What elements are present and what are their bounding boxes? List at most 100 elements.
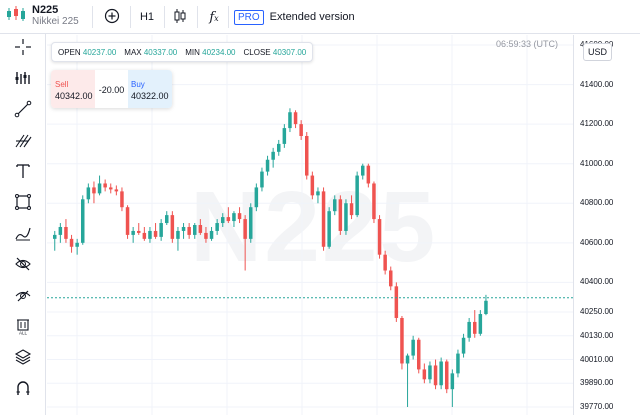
crosshair-tool[interactable] <box>12 38 34 60</box>
interval-button[interactable]: H1 <box>139 11 155 23</box>
candle-body <box>187 226 191 235</box>
brush-tool[interactable] <box>12 224 34 246</box>
candle-body <box>221 217 225 224</box>
candle-body <box>467 321 471 338</box>
chart-type-button[interactable] <box>170 6 190 28</box>
candle-body <box>53 234 57 239</box>
extended-version-label: Extended version <box>269 11 355 23</box>
toolbar-divider <box>92 6 93 28</box>
magnet-tool[interactable] <box>12 379 34 401</box>
toolbar-divider <box>164 6 165 28</box>
candle-body <box>277 143 281 152</box>
candle-body <box>260 171 264 188</box>
function-fx-icon: fx <box>209 9 219 25</box>
candle-body <box>204 232 208 239</box>
candle-body <box>159 223 163 237</box>
candle-body <box>411 339 415 356</box>
candle-body <box>355 175 359 216</box>
candle-body <box>176 230 180 239</box>
candle-body <box>254 187 259 208</box>
candle-body <box>394 286 399 318</box>
price-tick-label: 40400.00 <box>580 277 614 287</box>
toolbar-divider <box>130 6 131 28</box>
currency-button[interactable]: USD <box>583 43 613 61</box>
sell-label: Sell <box>55 80 69 89</box>
candle-body <box>461 337 466 354</box>
candle-body <box>316 191 320 196</box>
candle-body <box>484 300 488 315</box>
crosshair-icon <box>14 38 32 61</box>
magnet-icon <box>14 379 32 402</box>
price-tick-label: 40010.00 <box>580 354 614 364</box>
text-t-icon <box>14 162 32 185</box>
price-tick-label: 41200.00 <box>580 119 614 129</box>
price-tick-label: 40600.00 <box>580 237 614 247</box>
candle-body <box>338 199 343 231</box>
extended-version-button[interactable]: PRO Extended version <box>234 6 355 28</box>
candle-body <box>198 225 203 233</box>
indicators-button[interactable]: fx <box>204 6 224 28</box>
candle-body <box>321 191 326 247</box>
price-chart[interactable] <box>47 35 573 415</box>
candle-body <box>243 219 247 239</box>
candle-body <box>445 361 449 390</box>
layers-icon <box>14 348 32 371</box>
symbol-name: N225 <box>32 4 59 16</box>
compare-add-button[interactable] <box>101 6 123 28</box>
spread-value: -20.00 <box>98 85 125 95</box>
drawing-toolbar: ALL <box>0 34 46 415</box>
ohlc-legend: OPEN 40237.00 MAX 40337.00 MIN 40234.00 … <box>51 42 314 62</box>
candle-body <box>64 226 68 239</box>
toolbar-divider <box>228 6 229 28</box>
candle-body <box>69 238 74 247</box>
rectangle-tool[interactable] <box>12 193 34 215</box>
legend-min: MIN 40234.00 <box>185 47 236 57</box>
text-tool[interactable] <box>12 162 34 184</box>
server-time: 06:59:33 (UTC) <box>496 39 559 49</box>
candle-body <box>103 183 107 188</box>
candle-body <box>478 314 483 334</box>
price-tick-label: 39890.00 <box>580 378 614 388</box>
candle-body <box>75 242 79 247</box>
candle-body <box>433 365 438 386</box>
price-tick-label: 40250.00 <box>580 307 614 317</box>
layers-tool[interactable] <box>12 348 34 370</box>
delete-all-tool[interactable]: ALL <box>12 317 34 339</box>
candle-body <box>142 232 147 239</box>
eye-crossed-icon <box>14 286 32 309</box>
candle-body <box>344 203 348 231</box>
trend-line-tool[interactable] <box>12 100 34 122</box>
candle-body <box>249 207 253 239</box>
legend-close: CLOSE 40307.00 <box>243 47 307 57</box>
fibonacci-tool[interactable] <box>12 131 34 153</box>
buy-price: 40322.00 <box>131 91 169 101</box>
bars-settings-icon <box>14 69 32 92</box>
candle-body <box>299 124 303 136</box>
candle-body <box>120 191 124 208</box>
candle-body <box>456 353 460 374</box>
candle-body <box>92 187 96 194</box>
price-scale[interactable]: 41600.0041400.0041200.0041000.0040800.00… <box>573 35 640 415</box>
candle-body <box>125 207 130 235</box>
trash-all-icon: ALL <box>14 317 32 340</box>
svg-text:ALL: ALL <box>19 330 28 335</box>
candle-body <box>58 226 63 235</box>
price-tick-label: 39770.00 <box>580 402 614 411</box>
indicator-settings-tool[interactable] <box>12 69 34 91</box>
candle-body <box>327 211 331 247</box>
hide-drawings-tool[interactable] <box>12 255 34 277</box>
candle-body <box>109 187 113 190</box>
buy-button[interactable]: Buy 40322.00 <box>128 70 172 108</box>
trend-line-icon <box>14 100 32 123</box>
candle-body <box>148 230 152 239</box>
sell-button[interactable]: Sell 40342.00 <box>51 70 95 108</box>
candle-body <box>114 189 119 192</box>
candles-logo-icon <box>6 5 26 27</box>
candle-body <box>389 270 393 287</box>
candle-body <box>86 187 91 200</box>
hide-indicators-tool[interactable] <box>12 286 34 308</box>
candle-body <box>473 321 477 334</box>
candle-body <box>428 365 432 380</box>
candle-body <box>366 165 371 184</box>
symbol-block[interactable]: N225 Nikkei 225 <box>6 4 79 28</box>
